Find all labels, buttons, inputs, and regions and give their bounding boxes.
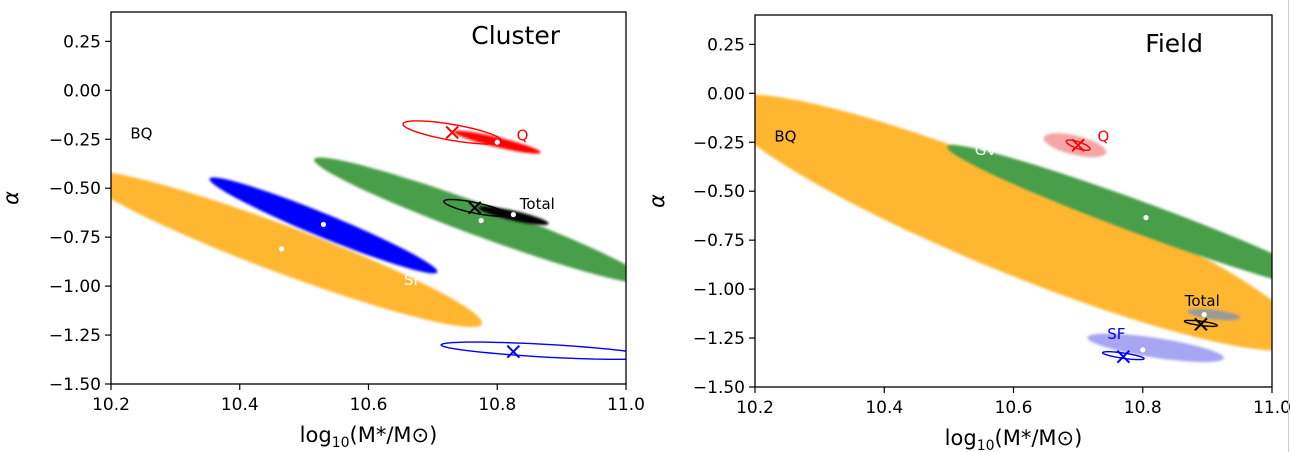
region-sf (1087, 333, 1224, 363)
panel-field: BQ GV Q SF Total 10.2 10.4 10.6 10.8 11.0 0.25 0.00… (645, 14, 1291, 452)
median-point (320, 221, 327, 228)
region-label-sf: SF (1107, 325, 1125, 343)
x-axis-label: log10(M*/M⊙) (300, 423, 438, 451)
y-tick-label: −0.25 (693, 133, 745, 153)
region-gv (314, 157, 626, 282)
y-tick-label: −1.50 (49, 375, 101, 395)
region-label-total: Total (1184, 292, 1220, 310)
x-tick-label: 11.0 (1253, 398, 1291, 418)
contour-q-open (402, 120, 503, 145)
contour-total-open (443, 198, 507, 217)
x-tick-label: 10.2 (736, 398, 774, 418)
y-tick-label: −0.50 (693, 182, 745, 202)
y-tick-label: −0.25 (49, 130, 101, 150)
y-tick-label: −0.75 (49, 228, 101, 248)
y-axis-label: α (645, 194, 669, 208)
panel-cluster: BQ GV SF Q Total 10.2 10.4 10.6 10.8 11.0 0.25 0.00… (0, 11, 645, 451)
plot-area: BQ GV Q SF Total (755, 94, 1272, 364)
y-tick-label: 0.25 (63, 32, 101, 52)
y-tick-label: −1.25 (693, 329, 745, 349)
y-axis-label: α (0, 191, 23, 205)
region-q (1043, 133, 1107, 158)
region-label-total: Total (519, 195, 555, 213)
x-axis-label: log10(M*/M⊙) (945, 426, 1083, 452)
panel-title: Field (1145, 29, 1203, 58)
x-tick-label: 10.8 (478, 395, 516, 415)
region-bq (111, 172, 482, 327)
median-point (494, 139, 500, 145)
page-divider (1288, 0, 1289, 452)
x-tick-label: 10.4 (865, 398, 903, 418)
median-point (510, 212, 516, 218)
x-tick-label: 11.0 (607, 395, 645, 415)
region-label-sf: SF (404, 271, 422, 289)
best-fit-marker-q (1071, 138, 1085, 152)
x-tick-label: 10.2 (92, 395, 130, 415)
region-label-gv: GV (323, 134, 346, 152)
x-tick-label: 10.6 (350, 395, 388, 415)
y-tick-label: −1.50 (693, 378, 745, 398)
x-tick-label: 10.4 (221, 395, 259, 415)
region-label-gv: GV (975, 141, 998, 159)
x-tick-label: 10.8 (1124, 398, 1162, 418)
best-fit-marker-total (1194, 317, 1208, 332)
region-total (1187, 308, 1241, 321)
median-point (1143, 215, 1149, 221)
best-fit-marker-total (468, 201, 482, 215)
region-label-bq: BQ (774, 127, 796, 145)
y-tick-label: −1.00 (49, 277, 101, 297)
region-bq (755, 94, 1272, 351)
region-label-q: Q (517, 126, 529, 144)
median-point (1140, 347, 1146, 353)
best-fit-marker-sf (506, 344, 521, 359)
median-point (478, 217, 484, 224)
y-tick-label: 0.00 (707, 84, 745, 104)
median-point (852, 220, 858, 227)
region-label-bq: BQ (130, 124, 152, 142)
contour-q-open (1065, 139, 1091, 151)
region-label-q: Q (1098, 127, 1110, 145)
y-tick-label: −1.00 (693, 280, 745, 300)
x-tick-label: 10.6 (995, 398, 1033, 418)
y-tick-label: 0.25 (707, 35, 745, 55)
y-tick-label: 0.00 (63, 81, 101, 101)
y-tick-label: −0.50 (49, 179, 101, 199)
contour-total-open (1183, 319, 1219, 328)
plot-area: BQ GV SF Q Total (111, 120, 626, 360)
contour-sf-open (440, 341, 626, 360)
best-fit-marker-sf (1116, 349, 1131, 364)
median-point (278, 246, 285, 252)
contour-sf-open (1101, 351, 1145, 361)
panel-title: Cluster (471, 21, 560, 50)
y-tick-label: −1.25 (49, 326, 101, 346)
y-tick-label: −0.75 (693, 231, 745, 251)
best-fit-marker-q (445, 125, 459, 140)
region-gv (947, 144, 1272, 279)
median-point (1201, 311, 1207, 318)
